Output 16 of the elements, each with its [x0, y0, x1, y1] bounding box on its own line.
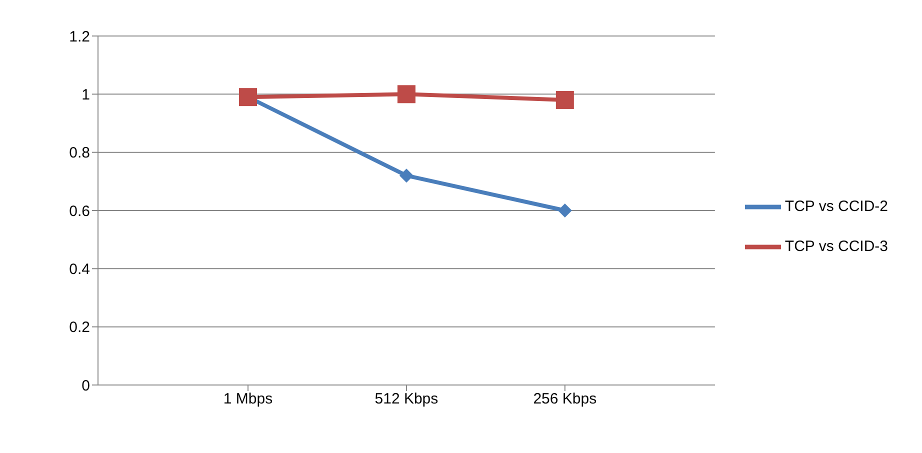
- x-tick-label: 256 Kbps: [533, 390, 597, 408]
- point: [558, 204, 572, 218]
- point: [399, 168, 414, 183]
- y-tick-label: 0.4: [69, 260, 90, 278]
- y-tick-label: 0.6: [69, 202, 90, 220]
- legend-label: TCP vs CCID-3: [784, 238, 888, 254]
- x-tick-label: 512 Kbps: [374, 390, 438, 408]
- y-tick-label: 1: [82, 86, 90, 104]
- point: [556, 90, 574, 109]
- point: [397, 85, 416, 104]
- x-tick-label: 1 Mbps: [223, 390, 273, 408]
- y-tick-label: 0.2: [69, 319, 90, 336]
- legend-label: TCP vs CCID-2: [784, 198, 888, 214]
- y-tick-label: 1.2: [69, 28, 90, 46]
- y-tick-label: 0.8: [69, 144, 90, 162]
- y-tick-label: 0: [82, 377, 90, 394]
